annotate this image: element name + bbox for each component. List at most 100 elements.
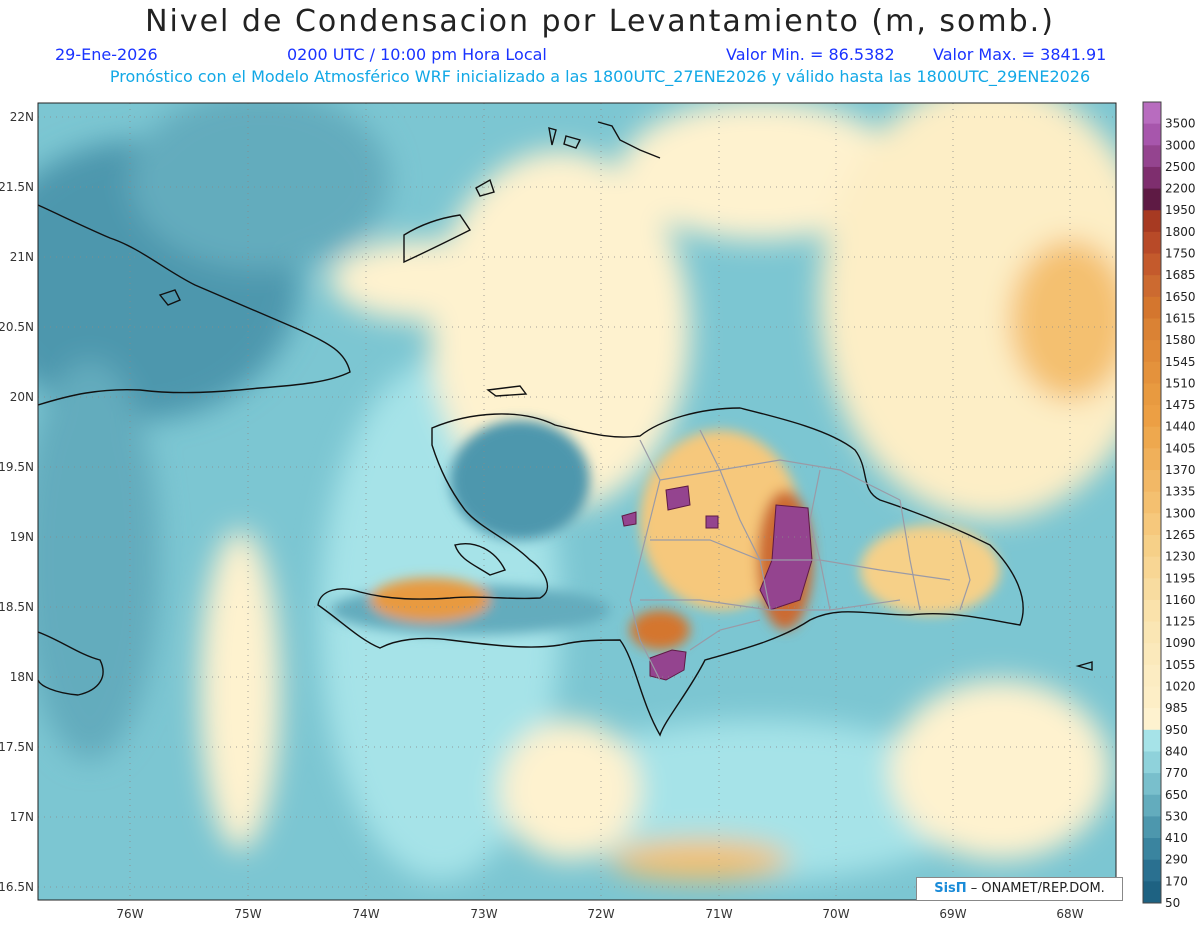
legend-label: 1800 xyxy=(1165,225,1196,239)
coastlines xyxy=(38,121,1093,737)
lat-label: 18.5N xyxy=(0,600,34,614)
legend-swatch xyxy=(1143,361,1161,384)
legend-swatch xyxy=(1143,296,1161,319)
legend-swatch xyxy=(1143,664,1161,688)
legend-label: 530 xyxy=(1165,809,1188,823)
lat-label: 22N xyxy=(10,110,34,124)
lon-label: 72W xyxy=(587,907,614,921)
lat-label: 20N xyxy=(10,390,34,404)
legend-label: 1055 xyxy=(1165,658,1196,672)
legend-label: 3000 xyxy=(1165,138,1196,152)
color-legend: 3500 3000 2500 2200 1950 1800 1750 1685 1650 1615… xyxy=(1142,101,1196,910)
cuba-coast xyxy=(38,204,351,406)
legend-frame xyxy=(1142,101,1162,904)
lat-label: 21.5N xyxy=(0,180,34,194)
lon-label: 69W xyxy=(939,907,966,921)
legend-swatch xyxy=(1143,210,1161,233)
legend-label: 1685 xyxy=(1165,268,1196,282)
legend-swatch xyxy=(1143,708,1161,731)
legend-label: 950 xyxy=(1165,723,1188,737)
lat-label: 17.5N xyxy=(0,740,34,754)
legend-swatch xyxy=(1143,643,1161,666)
legend-swatch xyxy=(1143,188,1161,211)
legend-label: 1580 xyxy=(1165,333,1196,347)
legend-label: 2200 xyxy=(1165,182,1196,196)
lon-label: 74W xyxy=(352,907,379,921)
legend-swatch xyxy=(1143,773,1161,796)
lat-label: 19N xyxy=(10,530,34,544)
legend-label: 3500 xyxy=(1165,117,1196,131)
legend-swatch xyxy=(1143,578,1161,601)
credit-box: SisΠ – ONAMET/REP.DOM. xyxy=(916,877,1123,901)
legend-label: 1545 xyxy=(1165,355,1196,369)
legend-label: 1405 xyxy=(1165,441,1196,455)
legend-swatch xyxy=(1143,318,1161,341)
legend-label: 1510 xyxy=(1165,376,1196,390)
province-lines xyxy=(629,429,971,681)
map-title: Nivel de Condensacion por Levantamiento … xyxy=(145,4,1055,39)
lon-label: 75W xyxy=(234,907,261,921)
legend-label: 840 xyxy=(1165,744,1188,758)
legend-label: 170 xyxy=(1165,874,1188,888)
lat-label: 16.5N xyxy=(0,880,34,894)
lat-axis: 22N 21.5N 21N 20.5N 20N 19.5N 19N 18.5N … xyxy=(0,110,34,894)
forecast-time: 0200 UTC / 10:00 pm Hora Local xyxy=(287,45,547,64)
lon-label: 73W xyxy=(470,907,497,921)
legend-swatch xyxy=(1143,881,1161,904)
min-value: Valor Min. = 86.5382 xyxy=(726,45,895,64)
legend-label: 1440 xyxy=(1165,420,1196,434)
legend-swatch xyxy=(1143,275,1161,298)
legend-label: 290 xyxy=(1165,853,1188,867)
legend-swatch xyxy=(1143,686,1161,709)
legend-swatch xyxy=(1143,340,1161,363)
legend-label: 1750 xyxy=(1165,247,1196,261)
legend-swatch xyxy=(1143,751,1161,774)
hispaniola-coast xyxy=(317,407,1024,737)
legend-label: 1195 xyxy=(1165,571,1196,585)
lat-label: 21N xyxy=(10,250,34,264)
model-info: Pronóstico con el Modelo Atmosférico WRF… xyxy=(109,67,1091,86)
legend-swatch xyxy=(1143,556,1161,579)
legend-swatch xyxy=(1143,426,1161,449)
legend-swatch xyxy=(1143,621,1161,644)
max-value: Valor Max. = 3841.91 xyxy=(933,45,1107,64)
legend-label: 50 xyxy=(1165,896,1180,910)
legend-swatch xyxy=(1143,123,1161,146)
legend-swatch xyxy=(1143,794,1161,817)
legend-label: 1615 xyxy=(1165,311,1196,325)
sispi-logo-text: SisΠ xyxy=(934,881,967,896)
legend-label: 1265 xyxy=(1165,528,1196,542)
legend-swatch xyxy=(1143,534,1161,558)
legend-swatch xyxy=(1143,599,1161,623)
legend-label: 1950 xyxy=(1165,203,1196,217)
legend-label: 1650 xyxy=(1165,290,1196,304)
credit-text: – ONAMET/REP.DOM. xyxy=(966,881,1105,896)
legend-label: 1230 xyxy=(1165,550,1196,564)
legend-label: 410 xyxy=(1165,831,1188,845)
lat-label: 18N xyxy=(10,670,34,684)
lat-label: 19.5N xyxy=(0,460,34,474)
lon-label: 68W xyxy=(1056,907,1083,921)
legend-label: 1335 xyxy=(1165,485,1196,499)
legend-swatch xyxy=(1143,859,1161,882)
legend-swatch xyxy=(1143,405,1161,428)
legend-label: 1160 xyxy=(1165,593,1196,607)
legend-label: 1300 xyxy=(1165,506,1196,520)
legend-swatch xyxy=(1143,491,1161,514)
legend-swatch xyxy=(1143,253,1161,276)
legend-label: 1020 xyxy=(1165,680,1196,694)
lat-label: 20.5N xyxy=(0,320,34,334)
forecast-date: 29-Ene-2026 xyxy=(55,45,158,64)
legend-swatch xyxy=(1143,513,1161,536)
legend-label: 1370 xyxy=(1165,463,1196,477)
legend-swatch xyxy=(1143,838,1161,861)
legend-swatch xyxy=(1143,383,1161,406)
legend-label: 1125 xyxy=(1165,615,1196,629)
lon-label: 70W xyxy=(822,907,849,921)
graticule xyxy=(38,103,1116,900)
legend-label: 1475 xyxy=(1165,398,1196,412)
legend-label: 985 xyxy=(1165,701,1188,715)
legend-swatch xyxy=(1143,448,1161,471)
lon-label: 76W xyxy=(116,907,143,921)
